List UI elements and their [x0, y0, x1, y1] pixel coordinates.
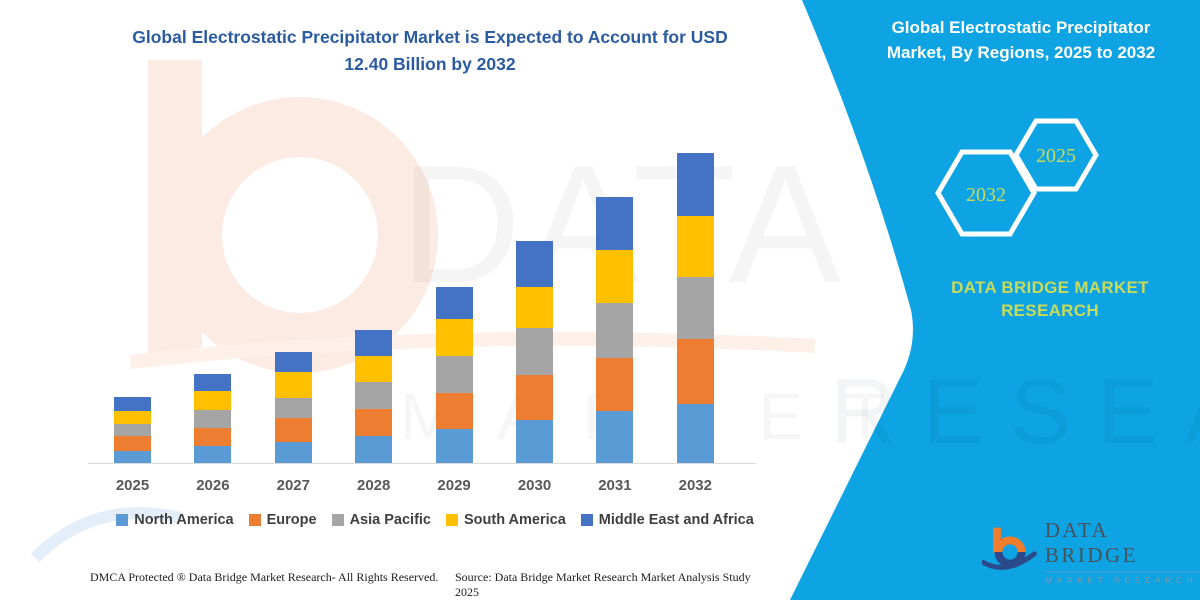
x-axis-label: 2029 — [437, 477, 471, 494]
bar-segment — [194, 427, 232, 446]
bar-segment — [355, 436, 393, 463]
legend-item: Europe — [248, 512, 317, 528]
bar-segment — [516, 286, 553, 328]
side-panel-heading-line1: Global Electrostatic Precipitator — [891, 18, 1151, 37]
hexagon-2025-label: 2025 — [1036, 145, 1076, 167]
bar-segment — [355, 409, 393, 437]
legend-label: South America — [464, 512, 566, 528]
side-panel-heading-line2: Market, By Regions, 2025 to 2032 — [886, 42, 1156, 62]
bar-segment — [435, 287, 473, 319]
chart-title-line1: Global Electrostatic Precipitator Market… — [132, 27, 728, 47]
x-axis-line — [88, 463, 756, 464]
legend-label: Middle East and Africa — [598, 512, 754, 528]
x-axis-label: 2031 — [598, 477, 632, 494]
bar-segment — [596, 250, 634, 304]
bar-segment — [114, 396, 151, 411]
hexagon-2032-label: 2032 — [966, 184, 1006, 206]
bar-segment — [114, 424, 151, 436]
legend-item: Middle East and Africa — [580, 512, 754, 528]
x-axis-label: 2026 — [196, 477, 230, 494]
legend-swatch — [248, 514, 261, 526]
x-axis-label: 2030 — [517, 477, 552, 494]
bar-segment — [194, 390, 232, 410]
side-panel-watermark-text: RESEARCH — [830, 361, 1200, 463]
bar-segment — [355, 382, 393, 409]
bar-segment — [114, 450, 151, 463]
legend-swatch — [331, 514, 344, 526]
bar-segment — [676, 215, 714, 277]
bar-segment — [274, 441, 312, 463]
stacked-bar-2026 — [194, 374, 232, 463]
bar-segment — [596, 411, 634, 463]
bar-segment — [194, 445, 232, 463]
bar-segment — [194, 374, 232, 391]
stacked-bar-2032 — [676, 153, 714, 463]
bar-segment — [596, 197, 634, 250]
chart-title: Global Electrostatic Precipitator Market… — [85, 24, 775, 78]
bar-segment — [194, 409, 232, 428]
stacked-bar-2025 — [114, 396, 151, 463]
bar-segment — [274, 397, 312, 418]
x-axis-label: 2028 — [357, 477, 391, 494]
chart-title-line2: 12.40 Billion by 2032 — [344, 54, 516, 75]
bar-segment — [516, 420, 553, 463]
bar-segment — [435, 429, 473, 463]
footer-logo: DATA BRIDGE MARKET RESEARCH — [982, 518, 1200, 585]
footer-source-text: Source: Data Bridge Market Research Mark… — [455, 570, 751, 599]
footer-row: DMCA Protected ® Data Bridge Market Rese… — [90, 570, 770, 600]
data-bridge-logo-icon — [982, 527, 1037, 570]
legend-item: Asia Pacific — [331, 512, 431, 528]
bar-segment — [274, 371, 312, 398]
footer-logo-name: DATA BRIDGE — [1044, 518, 1139, 567]
x-axis-label: 2027 — [276, 477, 310, 494]
side-panel-heading: Global Electrostatic Precipitator Market… — [856, 16, 1186, 65]
chart-legend: North America Europe Asia Pacific South Ame… — [90, 512, 780, 528]
bar-segment — [676, 403, 714, 463]
bar-segment — [274, 417, 312, 442]
bar-segment — [676, 153, 714, 216]
bar-segment — [516, 241, 553, 287]
bar-segment — [114, 435, 151, 451]
footer-dmca-text: DMCA Protected ® Data Bridge Market Rese… — [90, 570, 439, 584]
legend-swatch — [446, 514, 458, 526]
brand-text: DATA BRIDGE MARKET RESEARCH — [951, 278, 1149, 320]
footer-logo-words: DATA BRIDGE MARKET RESEARCH — [1044, 518, 1200, 585]
bar-segment — [516, 374, 553, 421]
year-hexagons: 2032 2025 — [935, 118, 1099, 237]
footer-logo-subtitle: MARKET RESEARCH — [1044, 571, 1200, 585]
legend-label: Europe — [266, 512, 317, 528]
bar-segment — [676, 276, 714, 339]
bar-segment — [435, 393, 473, 429]
legend-label: Asia Pacific — [349, 512, 431, 528]
legend-item: South America — [446, 512, 566, 528]
bar-segment — [114, 410, 151, 424]
x-axis-label: 2025 — [115, 477, 150, 494]
x-axis-label: 2032 — [678, 477, 712, 494]
legend-swatch — [580, 514, 593, 526]
